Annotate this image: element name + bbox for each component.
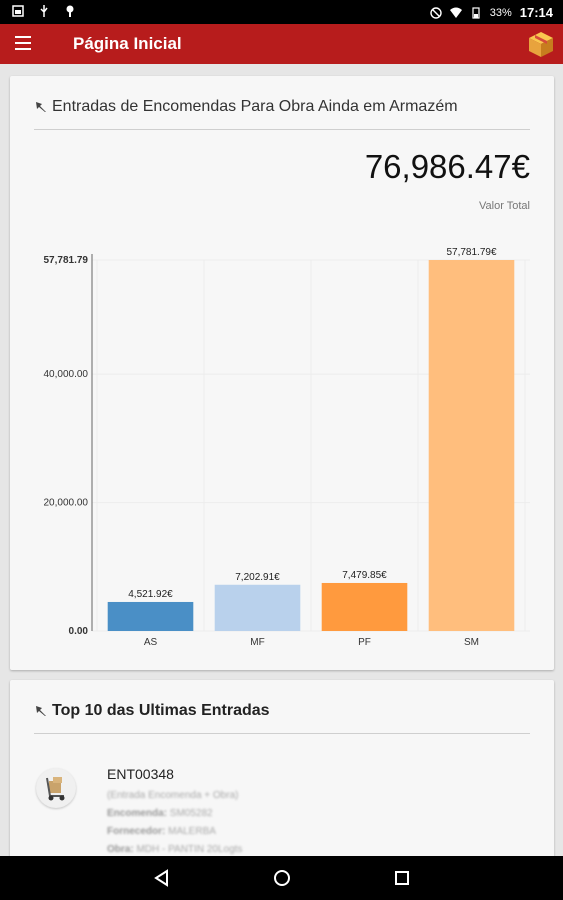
- bar: [107, 601, 194, 631]
- data-label: 4,521.92€: [128, 589, 173, 600]
- home-circle-icon[interactable]: [272, 868, 292, 888]
- obra-label: Obra:: [107, 844, 134, 855]
- encomenda-label: Encomenda:: [107, 808, 168, 819]
- box-icon[interactable]: [527, 30, 555, 58]
- fornecedor-label: Fornecedor:: [107, 826, 166, 837]
- page-title: Página Inicial: [73, 34, 182, 53]
- y-tick-label: 40,000.00: [44, 369, 89, 380]
- back-triangle-icon[interactable]: [152, 868, 172, 888]
- entry-fornecedor: Fornecedor: MALERBA: [107, 826, 216, 837]
- x-tick-label: AS: [144, 637, 158, 648]
- y-tick-label: 20,000.00: [44, 498, 89, 509]
- notification-pin-icon: [66, 5, 74, 17]
- y-tick-label: 0.00: [69, 626, 89, 637]
- wifi-icon: [449, 7, 462, 18]
- fornecedor-value: MALERBA: [168, 826, 216, 837]
- list-item[interactable]: ENT00348 (Entrada Encomenda + Obra) Enco…: [36, 764, 526, 856]
- card-title: Top 10 das Ultimas Entradas: [52, 702, 270, 719]
- hamburger-menu-icon[interactable]: [15, 36, 31, 50]
- encomenda-value: SM05282: [169, 808, 213, 819]
- hand-truck-icon: [36, 768, 76, 808]
- card-header: Entradas de Encomendas Para Obra Ainda e…: [34, 98, 530, 130]
- bar: [428, 260, 515, 631]
- clock: 17:14: [519, 5, 553, 20]
- entry-id: ENT00348: [107, 766, 174, 782]
- battery-percent: 33%: [489, 6, 512, 19]
- data-label: 57,781.79€: [446, 247, 496, 258]
- app-bar: Página Inicial: [0, 24, 563, 64]
- pin-icon: [36, 102, 46, 112]
- x-tick-label: SM: [464, 637, 479, 648]
- entry-encomenda: Encomenda: SM05282: [107, 808, 213, 819]
- total-label: Valor Total: [479, 200, 530, 212]
- card-title: Entradas de Encomendas Para Obra Ainda e…: [52, 98, 458, 115]
- status-bar: 33% 17:14: [0, 0, 563, 24]
- usb-icon: [40, 5, 48, 17]
- data-label: 7,479.85€: [342, 570, 387, 581]
- y-tick-label: 57,781.79: [44, 255, 89, 266]
- bar-chart: 0.00 20,000.00 40,000.00 57,781.79 4,521.92€…: [44, 247, 530, 648]
- x-tick-label: PF: [358, 637, 371, 648]
- screenshot-notification-icon: [12, 5, 24, 17]
- pin-icon: [36, 706, 46, 716]
- recent-square-icon[interactable]: [392, 868, 412, 888]
- content-scroll[interactable]: Entradas de Encomendas Para Obra Ainda e…: [0, 64, 563, 856]
- card-header: Top 10 das Ultimas Entradas: [34, 702, 530, 734]
- entry-subtitle: (Entrada Encomenda + Obra): [107, 790, 239, 801]
- bar: [214, 584, 301, 631]
- entries-card: Entradas de Encomendas Para Obra Ainda e…: [10, 76, 554, 670]
- do-not-disturb-icon: [430, 6, 442, 19]
- total-value: 76,986.47€: [364, 148, 530, 185]
- navigation-bar: [0, 856, 563, 900]
- obra-value: MDH - PANTIN 20Logts: [136, 844, 243, 855]
- data-label: 7,202.91€: [235, 572, 280, 583]
- entry-obra: Obra: MDH - PANTIN 20Logts: [107, 844, 242, 855]
- battery-icon: [472, 6, 480, 19]
- bar: [321, 582, 408, 631]
- x-tick-label: MF: [250, 637, 264, 648]
- top10-card: Top 10 das Ultimas Entradas ENT00348 (En…: [10, 680, 554, 856]
